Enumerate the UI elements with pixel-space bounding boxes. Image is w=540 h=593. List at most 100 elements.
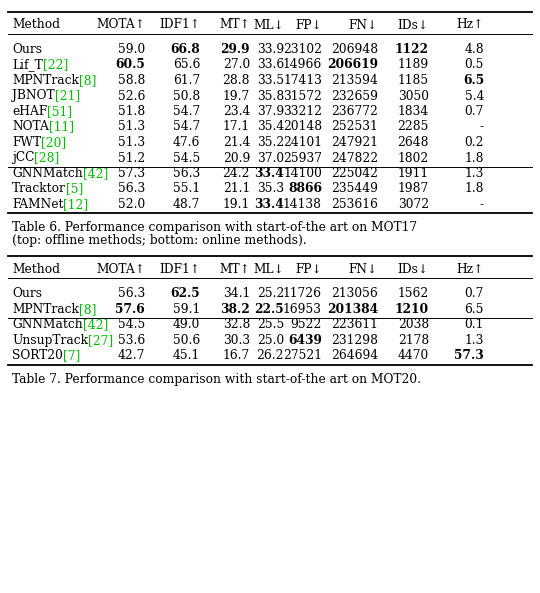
Text: 31572: 31572: [283, 90, 322, 103]
Text: 27.0: 27.0: [223, 59, 250, 72]
Text: 1.3: 1.3: [464, 334, 484, 347]
Text: 2648: 2648: [397, 136, 429, 149]
Text: 1.3: 1.3: [464, 167, 484, 180]
Text: Tracktor: Tracktor: [12, 183, 66, 196]
Text: 65.6: 65.6: [173, 59, 200, 72]
Text: 33212: 33212: [283, 105, 322, 118]
Text: 231298: 231298: [331, 334, 378, 347]
Text: [42]: [42]: [83, 318, 108, 331]
Text: eHAF: eHAF: [12, 105, 48, 118]
Text: 25.5: 25.5: [256, 318, 284, 331]
Text: 2178: 2178: [398, 334, 429, 347]
Text: 29.9: 29.9: [220, 43, 250, 56]
Text: 25937: 25937: [283, 151, 322, 164]
Text: 11726: 11726: [283, 287, 322, 300]
Text: 6.5: 6.5: [464, 303, 484, 315]
Text: 61.7: 61.7: [173, 74, 200, 87]
Text: 47.6: 47.6: [173, 136, 200, 149]
Text: 30.3: 30.3: [223, 334, 250, 347]
Text: GNNMatch: GNNMatch: [12, 167, 83, 180]
Text: [21]: [21]: [55, 90, 80, 103]
Text: 247921: 247921: [331, 136, 378, 149]
Text: 1987: 1987: [398, 183, 429, 196]
Text: 56.3: 56.3: [173, 167, 200, 180]
Text: 51.8: 51.8: [118, 105, 145, 118]
Text: 2038: 2038: [398, 318, 429, 331]
Text: [8]: [8]: [79, 74, 96, 87]
Text: 253616: 253616: [331, 198, 378, 211]
Text: 6439: 6439: [288, 334, 322, 347]
Text: 55.1: 55.1: [173, 183, 200, 196]
Text: 34.1: 34.1: [223, 287, 250, 300]
Text: 201384: 201384: [327, 303, 378, 315]
Text: IDs↓: IDs↓: [398, 263, 429, 276]
Text: MT↑: MT↑: [219, 263, 250, 276]
Text: 2285: 2285: [397, 120, 429, 133]
Text: 232659: 232659: [331, 90, 378, 103]
Text: 1.8: 1.8: [464, 183, 484, 196]
Text: 3072: 3072: [398, 198, 429, 211]
Text: 56.3: 56.3: [118, 183, 145, 196]
Text: JBNOT: JBNOT: [12, 90, 55, 103]
Text: 54.7: 54.7: [173, 120, 200, 133]
Text: 23.4: 23.4: [222, 105, 250, 118]
Text: 54.5: 54.5: [173, 151, 200, 164]
Text: 4470: 4470: [398, 349, 429, 362]
Text: UnsupTrack: UnsupTrack: [12, 334, 88, 347]
Text: [12]: [12]: [64, 198, 89, 211]
Text: 57.3: 57.3: [118, 167, 145, 180]
Text: Lif_T: Lif_T: [12, 59, 43, 72]
Text: 52.0: 52.0: [118, 198, 145, 211]
Text: GNNMatch: GNNMatch: [12, 318, 83, 331]
Text: ML↓: ML↓: [253, 18, 284, 31]
Text: 59.1: 59.1: [173, 303, 200, 315]
Text: MPNTrack: MPNTrack: [12, 74, 79, 87]
Text: 21.4: 21.4: [222, 136, 250, 149]
Text: 54.7: 54.7: [173, 105, 200, 118]
Text: 56.3: 56.3: [118, 287, 145, 300]
Text: IDF1↑: IDF1↑: [159, 263, 200, 276]
Text: 66.8: 66.8: [170, 43, 200, 56]
Text: Ours: Ours: [12, 43, 42, 56]
Text: (top: offline methods; bottom: online methods).: (top: offline methods; bottom: online me…: [12, 234, 307, 247]
Text: 8866: 8866: [288, 183, 322, 196]
Text: 20148: 20148: [283, 120, 322, 133]
Text: Hz↑: Hz↑: [457, 18, 484, 31]
Text: MPNTrack: MPNTrack: [12, 303, 79, 315]
Text: [20]: [20]: [41, 136, 66, 149]
Text: 27521: 27521: [283, 349, 322, 362]
Text: -: -: [480, 120, 484, 133]
Text: 264694: 264694: [330, 349, 378, 362]
Text: Method: Method: [12, 18, 60, 31]
Text: 1210: 1210: [395, 303, 429, 315]
Text: 51.2: 51.2: [118, 151, 145, 164]
Text: 1834: 1834: [398, 105, 429, 118]
Text: Table 7. Performance comparison with start-of-the art on MOT20.: Table 7. Performance comparison with sta…: [12, 372, 421, 385]
Text: 20.9: 20.9: [222, 151, 250, 164]
Text: 58.8: 58.8: [118, 74, 145, 87]
Text: 22.5: 22.5: [254, 303, 284, 315]
Text: [28]: [28]: [35, 151, 59, 164]
Text: 252531: 252531: [331, 120, 378, 133]
Text: 5.4: 5.4: [464, 90, 484, 103]
Text: [22]: [22]: [43, 59, 68, 72]
Text: FP↓: FP↓: [295, 263, 322, 276]
Text: MOTA↑: MOTA↑: [96, 18, 145, 31]
Text: 38.2: 38.2: [220, 303, 250, 315]
Text: MT↑: MT↑: [219, 18, 250, 31]
Text: Hz↑: Hz↑: [457, 263, 484, 276]
Text: 223611: 223611: [331, 318, 378, 331]
Text: 23102: 23102: [283, 43, 322, 56]
Text: 33.5: 33.5: [257, 74, 284, 87]
Text: [42]: [42]: [83, 167, 108, 180]
Text: 35.3: 35.3: [257, 183, 284, 196]
Text: Method: Method: [12, 263, 60, 276]
Text: 236772: 236772: [331, 105, 378, 118]
Text: MOTA↑: MOTA↑: [96, 263, 145, 276]
Text: 50.6: 50.6: [173, 334, 200, 347]
Text: 14138: 14138: [283, 198, 322, 211]
Text: 35.2: 35.2: [256, 136, 284, 149]
Text: [51]: [51]: [48, 105, 72, 118]
Text: 0.7: 0.7: [464, 287, 484, 300]
Text: Table 6. Performance comparison with start-of-the art on MOT17: Table 6. Performance comparison with sta…: [12, 221, 417, 234]
